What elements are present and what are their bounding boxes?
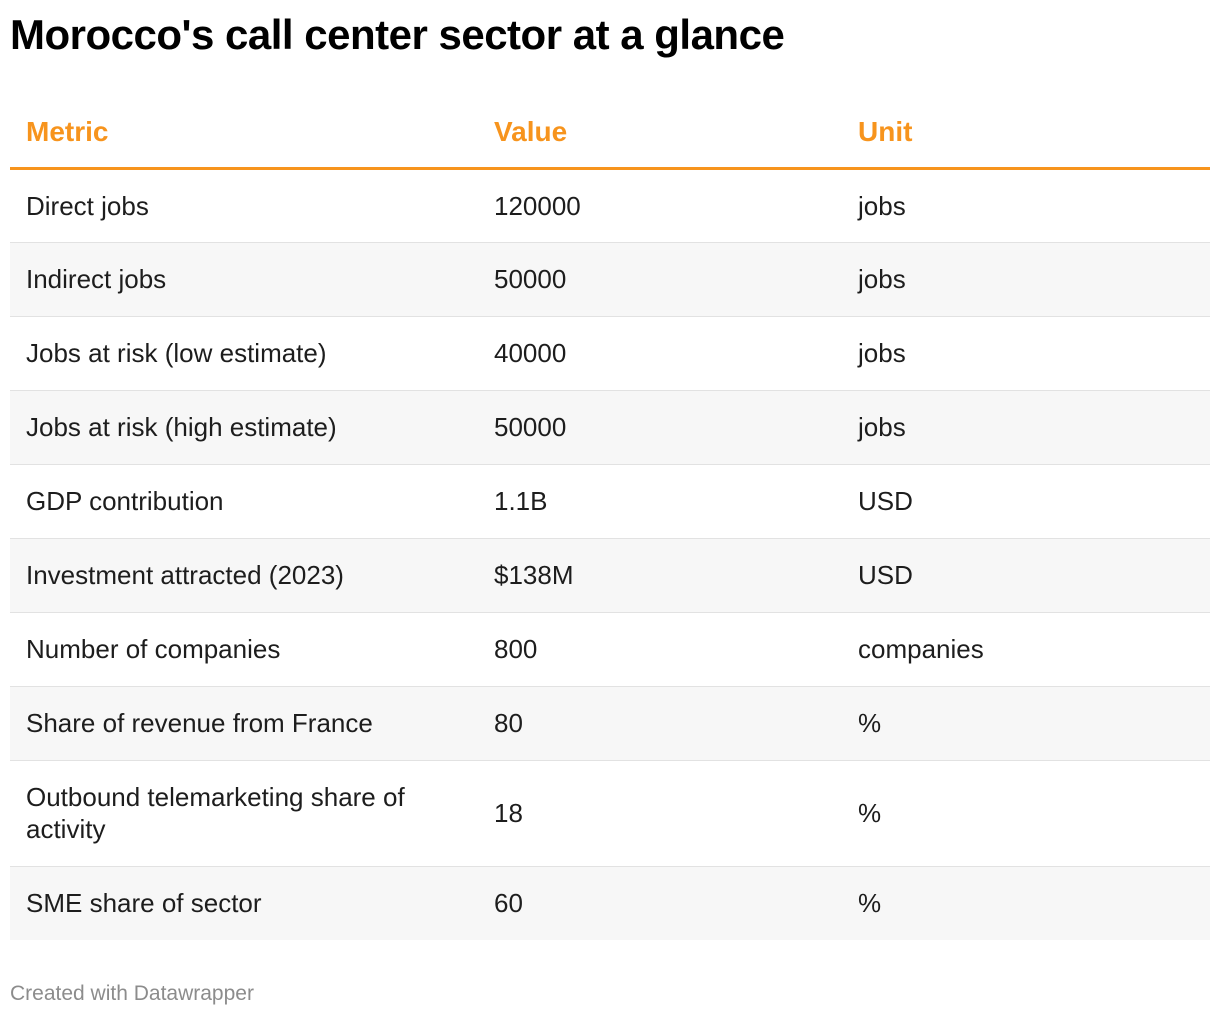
value-cell: 50000 — [478, 242, 842, 317]
metric-cell: SME share of sector — [10, 866, 478, 940]
metric-cell: GDP contribution — [10, 464, 478, 539]
value-cell: $138M — [478, 538, 842, 613]
unit-cell: companies — [842, 612, 1210, 687]
metric-cell: Share of revenue from France — [10, 686, 478, 761]
data-table: Metric Value Unit Direct jobs 120000 job… — [10, 98, 1210, 940]
unit-cell: USD — [842, 538, 1210, 613]
table-row: Direct jobs 120000 jobs — [10, 168, 1210, 243]
value-cell: 120000 — [478, 168, 842, 243]
value-cell: 18 — [478, 760, 842, 867]
column-header-value[interactable]: Value — [478, 98, 842, 170]
unit-cell: % — [842, 866, 1210, 940]
table-row: Jobs at risk (low estimate) 40000 jobs — [10, 316, 1210, 391]
metric-cell: Jobs at risk (high estimate) — [10, 390, 478, 465]
metric-cell: Number of companies — [10, 612, 478, 687]
table-row: GDP contribution 1.1B USD — [10, 464, 1210, 539]
table-row: Indirect jobs 50000 jobs — [10, 242, 1210, 317]
table-body: Direct jobs 120000 jobs Indirect jobs 50… — [10, 168, 1210, 940]
table-row: Jobs at risk (high estimate) 50000 jobs — [10, 390, 1210, 465]
metric-cell: Indirect jobs — [10, 242, 478, 317]
unit-cell: jobs — [842, 242, 1210, 317]
footer-credit[interactable]: Created with Datawrapper — [10, 982, 254, 1005]
table-header-row: Metric Value Unit — [10, 98, 1210, 170]
metric-cell: Investment attracted (2023) — [10, 538, 478, 613]
value-cell: 60 — [478, 866, 842, 940]
table-row: SME share of sector 60 % — [10, 866, 1210, 940]
unit-cell: jobs — [842, 316, 1210, 391]
column-header-metric[interactable]: Metric — [10, 98, 478, 170]
table-row: Outbound telemarketing share of activity… — [10, 760, 1210, 867]
value-cell: 50000 — [478, 390, 842, 465]
unit-cell: % — [842, 686, 1210, 761]
unit-cell: % — [842, 760, 1210, 867]
metric-cell: Outbound telemarketing share of activity — [10, 760, 478, 867]
table-row: Share of revenue from France 80 % — [10, 686, 1210, 761]
unit-cell: jobs — [842, 390, 1210, 465]
table-row: Number of companies 800 companies — [10, 612, 1210, 687]
metric-cell: Jobs at risk (low estimate) — [10, 316, 478, 391]
value-cell: 800 — [478, 612, 842, 687]
value-cell: 40000 — [478, 316, 842, 391]
value-cell: 1.1B — [478, 464, 842, 539]
metric-cell: Direct jobs — [10, 168, 478, 243]
unit-cell: jobs — [842, 168, 1210, 243]
column-header-unit[interactable]: Unit — [842, 98, 1210, 170]
table-row: Investment attracted (2023) $138M USD — [10, 538, 1210, 613]
unit-cell: USD — [842, 464, 1210, 539]
chart-title: Morocco's call center sector at a glance — [10, 11, 785, 58]
value-cell: 80 — [478, 686, 842, 761]
